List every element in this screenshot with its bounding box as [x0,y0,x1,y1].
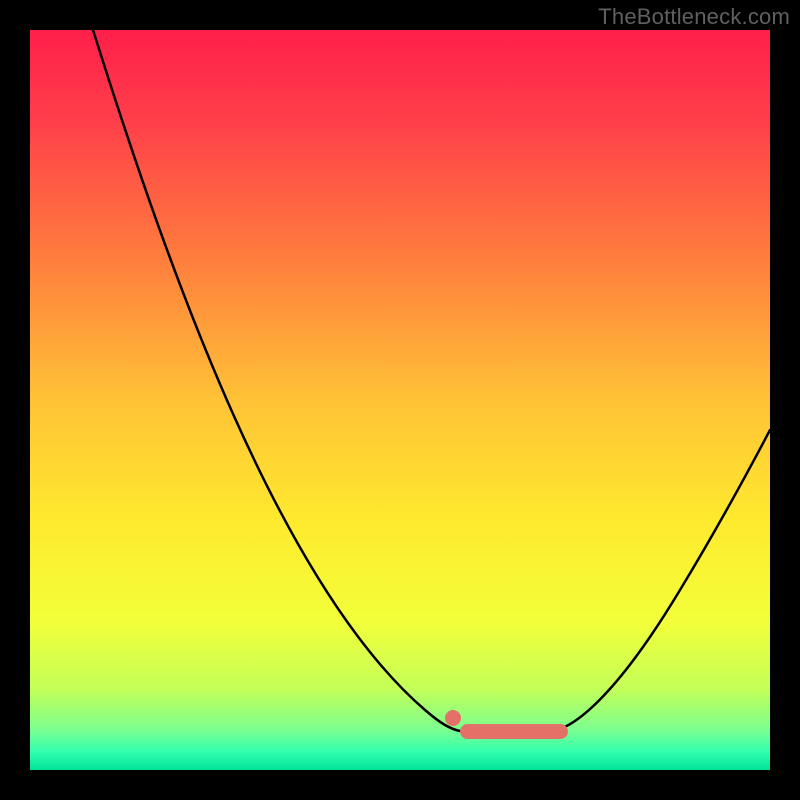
bottleneck-curve [30,30,770,770]
watermark-text: TheBottleneck.com [598,0,800,30]
optimal-range-band [460,724,568,739]
chart-stage: TheBottleneck.com [0,0,800,800]
optimal-range-dot [445,710,461,726]
plot-area [30,30,770,770]
